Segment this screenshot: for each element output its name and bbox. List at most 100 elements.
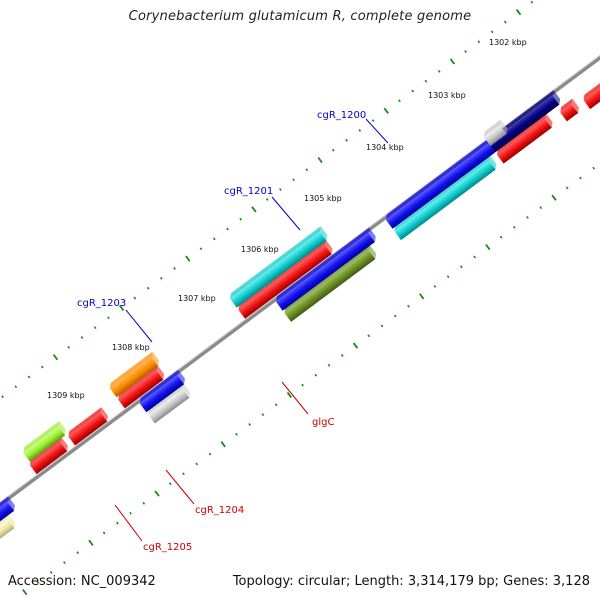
gene-bar-end-cap xyxy=(100,407,108,422)
leader-cgR_1203 xyxy=(125,309,153,343)
gene-bar-front-face xyxy=(148,388,190,424)
outer-ring-tick xyxy=(579,176,582,180)
inner-ring-tick xyxy=(437,69,441,73)
gene-label-cgR_1201[interactable]: cgR_1201 xyxy=(224,186,273,197)
outer-ring-tick xyxy=(327,363,331,367)
gene-label-cgR_1203[interactable]: cgR_1203 xyxy=(77,298,126,309)
leader-glgC xyxy=(281,381,309,415)
gene-bar-end-cap xyxy=(60,436,68,452)
gene-bar-end-cap xyxy=(319,226,328,241)
ruler-labels: 1302 kbp 1303 kbp 1304 kbp 1305 kbp 1306… xyxy=(47,38,527,400)
inner-ring-tick xyxy=(107,316,110,320)
gene-labels: cgR_1200 cgR_1201 cgR_1203 glgC cgR_1204… xyxy=(77,110,366,553)
ruler-tick-label-1308: 1308 kbp xyxy=(112,343,150,352)
inner-ring-tick xyxy=(411,89,415,93)
outer-ring-tick xyxy=(102,531,106,535)
gene-bar-top-face xyxy=(483,119,501,138)
outer-ring-tick xyxy=(340,354,344,357)
gene-label-cgR_1200[interactable]: cgR_1200 xyxy=(317,110,366,121)
outer-ring-tick xyxy=(393,314,397,318)
gene-bar-end-cap xyxy=(177,369,185,385)
gene-label-cgR_1204[interactable]: cgR_1204 xyxy=(195,505,244,516)
outer-ring-tick xyxy=(49,570,53,574)
outer-ring-tick xyxy=(565,186,569,190)
inner-ring-tick xyxy=(251,206,257,213)
accession-label: Accession: xyxy=(8,574,77,589)
inner-ring-tick xyxy=(477,40,481,44)
outer-ring-tick xyxy=(235,432,238,436)
inner-ring-tick xyxy=(52,354,59,361)
gene-bar-top-face xyxy=(68,407,102,437)
gene-bar-cgR_1205b[interactable] xyxy=(21,421,68,462)
inner-ring-tick xyxy=(133,296,137,300)
outer-ring-tick xyxy=(473,255,476,259)
gene-bar-right-red-3[interactable] xyxy=(581,77,600,110)
length-label: Length: xyxy=(354,574,404,589)
genes-count-value: 3,128 xyxy=(552,574,590,589)
outer-ring-tick xyxy=(76,551,80,555)
gene-bar-top-face xyxy=(394,155,490,232)
inner-ring-tick xyxy=(67,345,71,349)
outer-ring-tick xyxy=(407,304,410,308)
inner-ring-tick xyxy=(239,217,243,221)
gene-bar-front-face xyxy=(483,125,507,146)
gene-bar-left-blue[interactable] xyxy=(0,496,17,535)
outer-ring-tick xyxy=(301,383,304,387)
gene-bar-end-cap xyxy=(489,155,497,170)
outer-ring-tick xyxy=(261,413,265,417)
gene-bar-cgR_1200[interactable] xyxy=(392,155,499,241)
topology-label: Topology: xyxy=(232,574,294,589)
gene-bar-front-face xyxy=(30,442,68,475)
gene-bar-top-face xyxy=(583,77,600,101)
ruler-tick-label-1305: 1305 kbp xyxy=(304,194,342,203)
outer-ring-tick xyxy=(286,391,293,399)
outer-ring-tick xyxy=(459,265,463,269)
ruler-tick-label-1309: 1309 kbp xyxy=(47,391,85,400)
gene-bar-cgR_1203b[interactable] xyxy=(137,369,187,413)
gene-bar-cgR_1201b[interactable] xyxy=(274,227,378,311)
gene-bar-red-small-1[interactable] xyxy=(66,407,110,446)
length-value: 3,314,179 bp; xyxy=(407,574,500,589)
gene-bar-front-face xyxy=(560,104,579,122)
outer-ring-tick xyxy=(274,403,278,407)
gene-bar-right-red-2[interactable] xyxy=(558,98,581,122)
gene-bar-glgC-b[interactable] xyxy=(228,226,330,308)
gene-label-glgC[interactable]: glgC xyxy=(312,417,334,428)
inner-ring-tick xyxy=(14,385,18,389)
inner-ring-tick xyxy=(345,138,348,142)
outer-ring-tick xyxy=(592,166,596,170)
gene-bar-end-cap xyxy=(571,98,579,114)
inner-ring-tick xyxy=(146,286,150,290)
ruler-tick-label-1307: 1307 kbp xyxy=(178,294,216,303)
outer-ring-tick xyxy=(36,580,40,584)
gene-bar-front-face xyxy=(583,83,600,110)
inner-ring-tick xyxy=(515,9,522,16)
gene-bar-right-silver[interactable] xyxy=(482,119,510,146)
inner-ring-tick xyxy=(464,50,467,53)
gene-bar-end-cap xyxy=(7,496,15,511)
outer-ring-tick xyxy=(154,490,160,497)
gene-bar-front-face xyxy=(0,519,15,547)
inner-ring-tick xyxy=(265,198,269,201)
gene-bar-end-cap xyxy=(325,239,333,255)
inner-ring-tick xyxy=(93,326,97,330)
inner-ring-tick xyxy=(331,148,335,152)
outer-ring-tick xyxy=(352,342,359,349)
genome-backbone-highlight xyxy=(0,54,600,504)
leader-cgR_1200 xyxy=(365,118,389,144)
gene-bar-end-cap xyxy=(182,383,191,398)
inner-ring-tick xyxy=(226,227,229,231)
genes-count-label: Genes: xyxy=(503,574,549,589)
label-leaders xyxy=(114,118,389,542)
inner-ring-tick xyxy=(40,365,44,369)
gene-bar-front-face xyxy=(109,357,159,398)
gene-bar-cgR_1204b[interactable] xyxy=(108,351,162,398)
outer-ring-tick xyxy=(433,285,437,288)
outer-ring-tick xyxy=(512,225,516,229)
outer-ring-tick xyxy=(551,194,557,201)
gene-bar-end-cap xyxy=(499,119,508,134)
inner-ring-tick xyxy=(199,247,203,251)
inner-tick-ring xyxy=(1,0,534,399)
inner-ring-tick xyxy=(490,30,494,34)
gene-label-cgR_1205[interactable]: cgR_1205 xyxy=(143,542,192,553)
